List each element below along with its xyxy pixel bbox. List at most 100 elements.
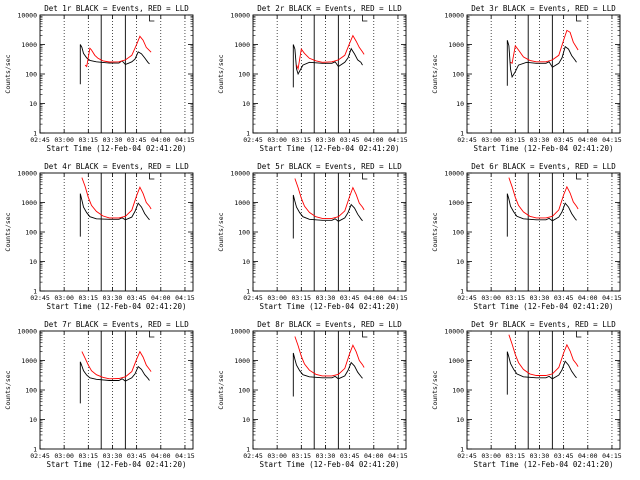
y-axis-label: Counts/sec xyxy=(4,54,12,93)
y-tick-label: 10000 xyxy=(444,170,464,178)
y-tick-label: 1 xyxy=(246,446,250,454)
y-tick-label: 10000 xyxy=(17,328,37,336)
y-tick-label: 100 xyxy=(25,71,37,79)
interval-bracket xyxy=(576,173,582,180)
y-tick-label: 1000 xyxy=(448,41,464,49)
plot-frame xyxy=(252,14,407,134)
y-tick-label: 1000 xyxy=(21,199,37,207)
x-tick-label: 04:15 xyxy=(388,452,408,460)
x-tick-label: 03:15 xyxy=(506,452,526,460)
y-tick-label: 10 xyxy=(29,258,37,266)
interval-bracket xyxy=(576,331,582,338)
chart-panel: Det 1r BLACK = Events, RED = LLD Counts/s… xyxy=(4,4,195,153)
interval-bracket xyxy=(149,15,155,22)
x-tick-label: 03:45 xyxy=(127,136,147,144)
y-tick-label: 10000 xyxy=(230,328,250,336)
y-tick-label: 1 xyxy=(33,288,37,296)
y-tick-label: 100 xyxy=(238,229,250,237)
chart-title: Det 6r BLACK = Events, RED = LLD xyxy=(471,162,616,171)
plot-frame xyxy=(252,330,407,450)
x-tick-label: 03:15 xyxy=(292,452,312,460)
y-tick-label: 10000 xyxy=(230,170,250,178)
x-tick-label: 04:00 xyxy=(151,136,171,144)
plot-frame xyxy=(39,172,194,292)
x-tick-label: 03:15 xyxy=(292,136,312,144)
x-tick-label: 02:45 xyxy=(243,294,263,302)
chart-title: Det 4r BLACK = Events, RED = LLD xyxy=(44,162,189,171)
chart-panel: Det 2r BLACK = Events, RED = LLD Counts/s… xyxy=(217,4,408,153)
chart-panel: Det 3r BLACK = Events, RED = LLD Counts/s… xyxy=(431,4,622,153)
x-tick-label: 04:00 xyxy=(151,452,171,460)
x-tick-label: 03:00 xyxy=(267,294,287,302)
events-series-line xyxy=(79,193,150,237)
x-tick-label: 04:15 xyxy=(602,294,622,302)
y-axis-label: Counts/sec xyxy=(431,54,439,93)
y-tick-label: 10000 xyxy=(17,12,37,20)
y-tick-label: 1 xyxy=(33,130,37,138)
events-series-line xyxy=(292,352,363,397)
x-axis-label: Start Time (12-Feb-04 02:41:20) xyxy=(260,460,400,469)
lld-series-line xyxy=(294,178,365,219)
x-tick-label: 04:15 xyxy=(602,452,622,460)
chart-title: Det 5r BLACK = Events, RED = LLD xyxy=(257,162,402,171)
y-tick-label: 10 xyxy=(242,258,250,266)
plot-frame xyxy=(252,172,407,292)
x-tick-label: 03:15 xyxy=(292,294,312,302)
lld-series-line xyxy=(508,334,579,376)
y-axis-label: Counts/sec xyxy=(217,54,225,93)
x-tick-label: 03:30 xyxy=(103,136,123,144)
x-tick-label: 03:00 xyxy=(54,136,74,144)
y-axis-label: Counts/sec xyxy=(217,212,225,251)
interval-bracket xyxy=(362,173,368,180)
interval-bracket xyxy=(362,15,368,22)
chart-panel: Det 4r BLACK = Events, RED = LLD Counts/s… xyxy=(4,162,195,311)
x-tick-label: 02:45 xyxy=(243,452,263,460)
lld-series-line xyxy=(81,177,152,219)
x-tick-label: 03:00 xyxy=(481,452,501,460)
x-tick-label: 02:45 xyxy=(30,294,50,302)
y-tick-label: 1000 xyxy=(234,357,250,365)
y-tick-label: 10 xyxy=(242,416,250,424)
y-tick-label: 1 xyxy=(246,130,250,138)
chart-title: Det 1r BLACK = Events, RED = LLD xyxy=(44,4,189,13)
lld-series-line xyxy=(508,177,579,219)
plot-frame xyxy=(39,14,194,134)
x-tick-label: 04:00 xyxy=(578,136,598,144)
x-tick-label: 04:15 xyxy=(388,294,408,302)
x-tick-label: 03:00 xyxy=(54,294,74,302)
x-tick-label: 03:45 xyxy=(554,294,574,302)
plot-frame xyxy=(466,172,621,292)
y-axis-label: Counts/sec xyxy=(431,370,439,409)
events-series-line xyxy=(292,194,363,239)
x-tick-label: 03:45 xyxy=(340,136,360,144)
x-tick-label: 03:45 xyxy=(340,452,360,460)
x-tick-label: 04:00 xyxy=(578,294,598,302)
x-axis-label: Start Time (12-Feb-04 02:41:20) xyxy=(260,302,400,311)
lld-series-line xyxy=(296,34,365,71)
x-tick-label: 04:15 xyxy=(388,136,408,144)
x-tick-label: 04:15 xyxy=(175,136,195,144)
x-tick-label: 03:45 xyxy=(554,452,574,460)
x-tick-label: 03:30 xyxy=(530,136,550,144)
y-tick-label: 10000 xyxy=(444,12,464,20)
x-tick-label: 03:15 xyxy=(506,136,526,144)
x-tick-label: 04:00 xyxy=(364,452,384,460)
chart-title: Det 2r BLACK = Events, RED = LLD xyxy=(257,4,402,13)
plot-frame xyxy=(466,14,621,134)
y-tick-label: 1000 xyxy=(234,41,250,49)
x-tick-label: 03:30 xyxy=(530,294,550,302)
x-tick-label: 03:00 xyxy=(267,136,287,144)
interval-bracket xyxy=(576,15,582,22)
y-tick-label: 100 xyxy=(25,229,37,237)
chart-panel: Det 6r BLACK = Events, RED = LLD Counts/s… xyxy=(431,162,622,311)
x-tick-label: 03:30 xyxy=(316,136,336,144)
chart-title: Det 9r BLACK = Events, RED = LLD xyxy=(471,320,616,329)
lld-series-line xyxy=(510,29,579,65)
x-tick-label: 02:45 xyxy=(457,452,477,460)
y-tick-label: 1 xyxy=(460,288,464,296)
plot-frame xyxy=(39,330,194,450)
x-tick-label: 04:15 xyxy=(175,294,195,302)
x-tick-label: 03:45 xyxy=(554,136,574,144)
y-tick-label: 100 xyxy=(452,229,464,237)
x-axis-label: Start Time (12-Feb-04 02:41:20) xyxy=(474,460,614,469)
